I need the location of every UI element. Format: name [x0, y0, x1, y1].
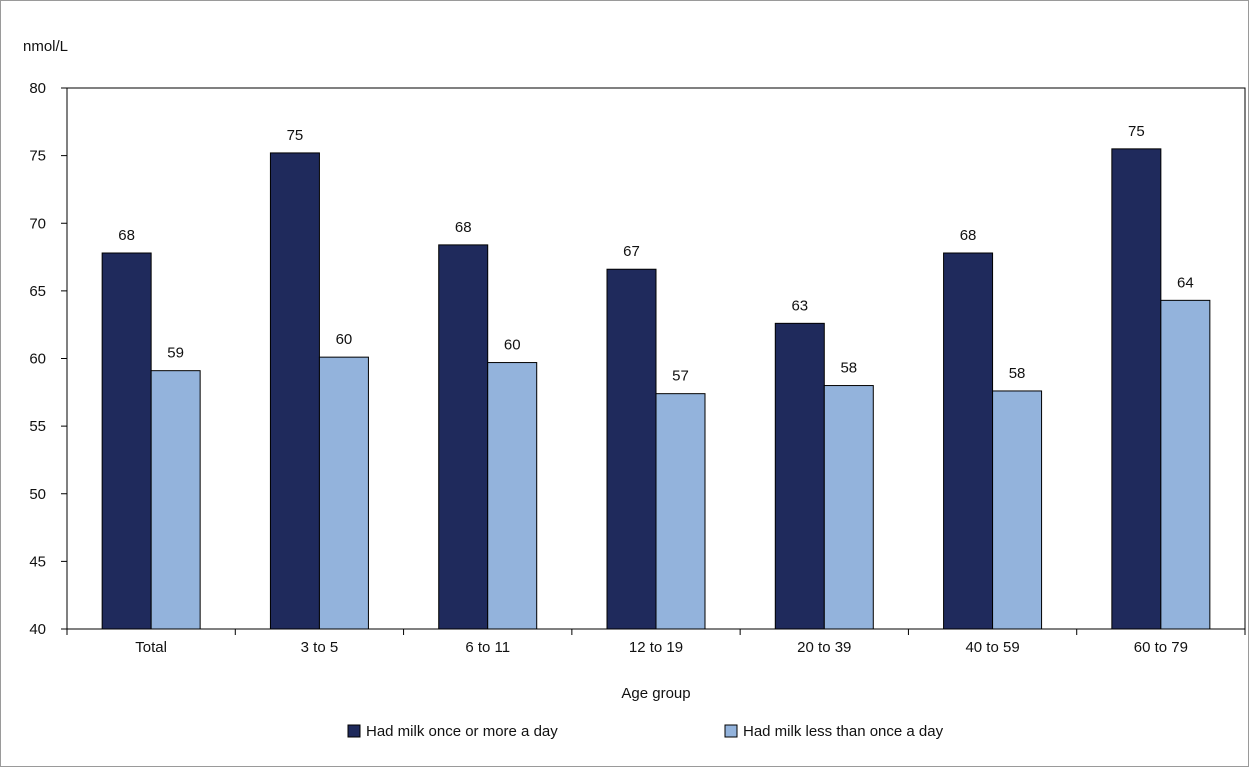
bar-series-1-3-to-5: [269, 152, 320, 630]
y-tick-label: 50: [29, 486, 46, 503]
data-label: 60: [504, 337, 521, 354]
bar-series-2-12-to-19: [655, 393, 706, 630]
data-label: 68: [455, 219, 472, 236]
data-label: 75: [287, 127, 304, 144]
bar-series-2-40-to-59: [992, 390, 1043, 630]
legend-swatch: [724, 724, 738, 738]
data-label: 60: [336, 331, 353, 348]
bar-series-1-20-to-39: [774, 322, 825, 630]
data-label: 75: [1128, 123, 1145, 140]
y-tick-label: 60: [29, 351, 46, 368]
y-tick-label: 75: [29, 148, 46, 165]
data-label: 63: [791, 297, 808, 314]
x-axis-title: Age group: [621, 685, 690, 702]
x-tick-label: 3 to 5: [301, 639, 339, 656]
bar-series-1-total: [101, 252, 152, 630]
legend-label: Had milk less than once a day: [743, 723, 944, 740]
bar-series-1-12-to-19: [606, 268, 657, 630]
bar-series-1-60-to-79: [1111, 148, 1162, 630]
bar-series-1-40-to-59: [943, 252, 994, 630]
y-tick-label: 40: [29, 621, 46, 638]
y-tick-label: 55: [29, 418, 46, 435]
data-label: 58: [1009, 365, 1026, 382]
legend-label: Had milk once or more a day: [366, 723, 558, 740]
x-tick-label: 20 to 39: [797, 639, 851, 656]
bar-series-2-total: [150, 370, 201, 630]
plot-area: [66, 87, 1246, 630]
x-tick-label: Total: [135, 639, 167, 656]
data-label: 68: [960, 227, 977, 244]
bar-series-2-6-to-11: [487, 362, 538, 630]
legend: Had milk once or more a day Had milk less…: [347, 723, 944, 740]
y-tick-label: 80: [29, 80, 46, 97]
data-label: 67: [623, 243, 640, 260]
data-label: 57: [672, 368, 689, 385]
y-tick-label: 65: [29, 283, 46, 300]
bar-series-2-20-to-39: [823, 385, 874, 630]
x-tick-label: 6 to 11: [465, 639, 510, 656]
data-label: 64: [1177, 274, 1194, 291]
data-labels: 68 75 68 67 63 68 75 59 60 60 57 58 58 64: [118, 123, 1193, 385]
bars: [101, 148, 1211, 630]
data-label: 59: [167, 345, 184, 362]
x-tick-label: 60 to 79: [1134, 639, 1188, 656]
bar-series-1-6-to-11: [438, 244, 489, 630]
data-label: 68: [118, 227, 135, 244]
y-axis-ticks: 40 45 50 55 60 65 70 75 80: [29, 80, 67, 638]
x-axis-ticks: Total 3 to 5 6 to 11 12 to 19 20 to 39 40 to …: [66, 629, 1246, 656]
y-unit-label: nmol/L: [23, 38, 68, 55]
y-tick-label: 45: [29, 553, 46, 570]
bar-series-2-3-to-5: [318, 356, 369, 630]
x-tick-label: 12 to 19: [629, 639, 683, 656]
x-tick-label: 40 to 59: [965, 639, 1019, 656]
y-tick-label: 70: [29, 215, 46, 232]
bar-series-2-60-to-79: [1160, 299, 1211, 630]
legend-swatch: [347, 724, 361, 738]
data-label: 58: [840, 360, 857, 377]
